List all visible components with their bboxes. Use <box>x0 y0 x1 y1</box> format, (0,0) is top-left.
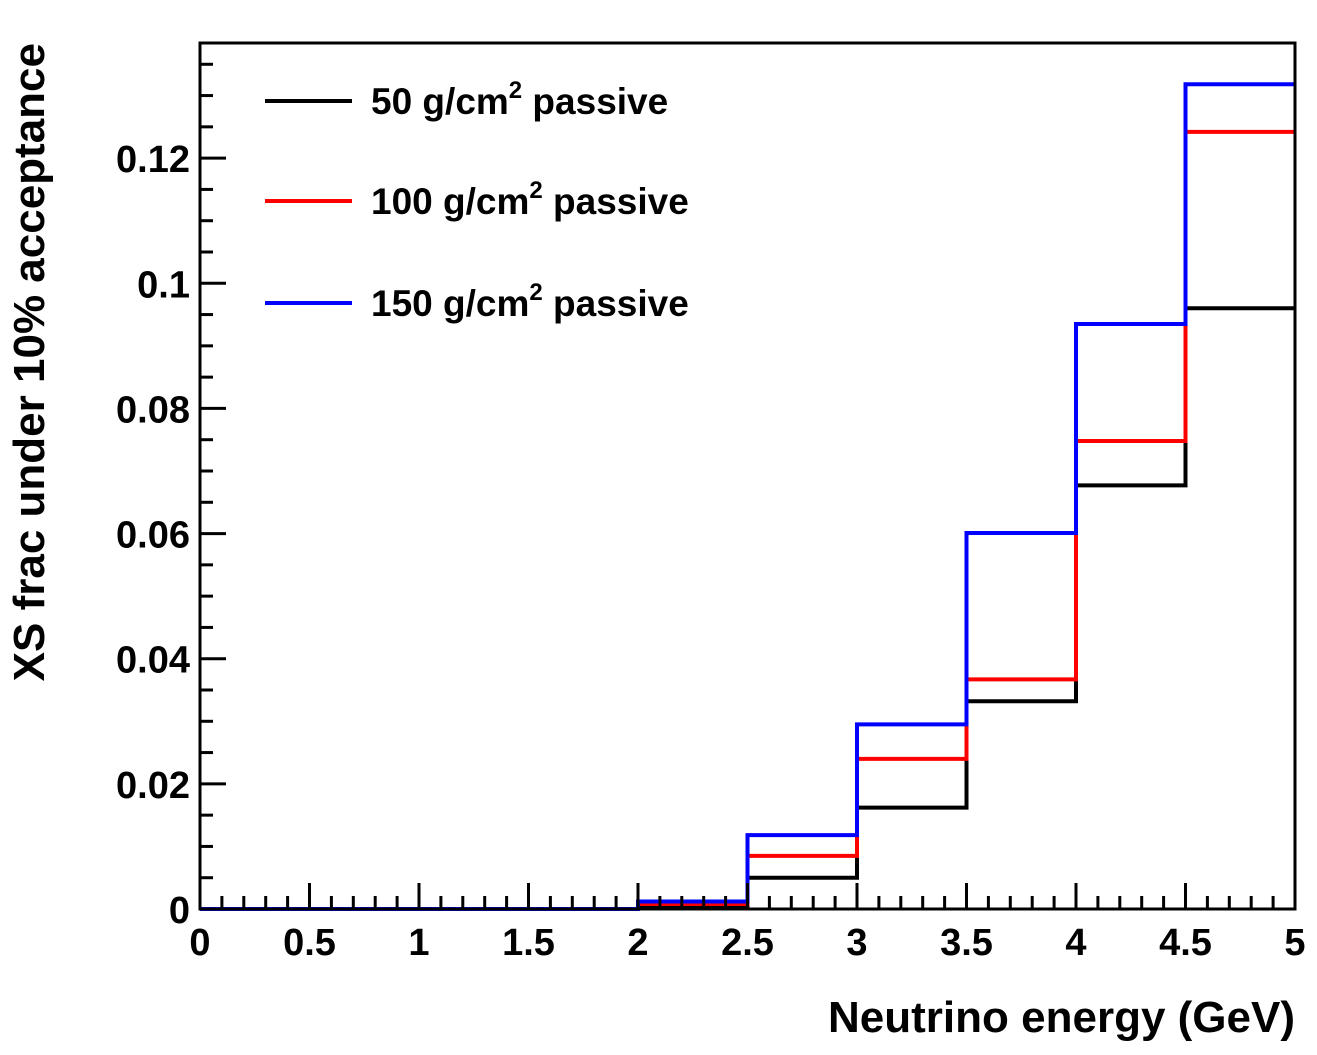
x-axis: 0 0.5 1 1.5 2 2.5 3 3.5 4 4.5 5 <box>189 883 1306 964</box>
x-tick-label: 3 <box>846 922 867 964</box>
legend-label-suffix: passive <box>522 81 668 122</box>
x-tick-label: 1.5 <box>502 922 555 964</box>
series-layer <box>200 82 1295 911</box>
legend-entry-1: 50 g/cm2 passive <box>371 77 668 122</box>
x-tick-label: 0.5 <box>283 922 336 964</box>
series-line-1 <box>200 306 1295 911</box>
legend-superscript: 2 <box>529 279 542 306</box>
legend-superscript: 2 <box>509 77 522 104</box>
legend-label-suffix: passive <box>543 283 689 324</box>
y-tick-label: 0.12 <box>116 139 190 181</box>
legend-entry-2: 100 g/cm2 passive <box>371 177 689 222</box>
x-axis-title: Neutrino energy (GeV) <box>828 993 1295 1042</box>
y-tick-label: 0.1 <box>137 264 190 306</box>
plot-frame <box>198 41 1297 911</box>
x-tick-label: 4.5 <box>1159 922 1212 964</box>
x-tick-label: 3.5 <box>940 922 993 964</box>
x-tick-label: 2 <box>627 922 648 964</box>
x-tick-label: 0 <box>189 922 210 964</box>
legend-label-suffix: passive <box>543 181 689 222</box>
x-tick-label: 2.5 <box>721 922 774 964</box>
legend-label: 50 g/cm <box>371 81 509 122</box>
y-tick-label: 0.02 <box>116 765 190 807</box>
y-tick-label: 0.04 <box>116 640 190 682</box>
y-axis-title: XS frac under 10% acceptance <box>5 43 54 681</box>
y-axis: 0 0.02 0.04 0.06 0.08 0.1 0.12 <box>116 62 226 932</box>
y-tick-label: 0.08 <box>116 389 190 431</box>
legend-label: 100 g/cm <box>371 181 529 222</box>
series-line-3 <box>200 82 1295 911</box>
x-tick-label: 5 <box>1284 922 1305 964</box>
legend-entry-3: 150 g/cm2 passive <box>371 279 689 324</box>
legend-label: 150 g/cm <box>371 283 529 324</box>
x-tick-label: 1 <box>408 922 429 964</box>
x-tick-label: 4 <box>1065 922 1086 964</box>
series-line-2 <box>200 129 1295 911</box>
y-tick-label: 0 <box>169 890 190 932</box>
legend-superscript: 2 <box>529 177 542 204</box>
y-tick-label: 0.06 <box>116 515 190 557</box>
